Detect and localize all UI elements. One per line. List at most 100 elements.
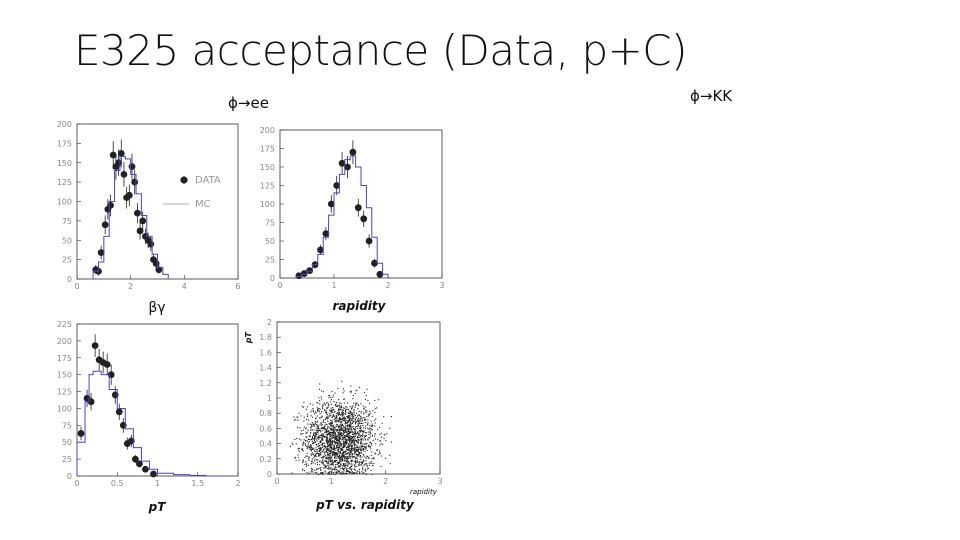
pt-vs-rapidity-scatter-point: [342, 388, 345, 390]
pt-data-point: [135, 460, 143, 468]
pt-vs-rapidity-scatter-point: [329, 473, 331, 475]
pt-vs-rapidity-scatter-point: [362, 430, 364, 432]
pt-vs-rapidity-scatter-point: [340, 422, 342, 424]
pt-vs-rapidity-scatter-point: [339, 465, 341, 467]
pt-vs-rapidity-scatter-point: [359, 419, 361, 421]
pt-vs-rapidity-scatter-point: [295, 459, 297, 461]
pt-vs-rapidity-scatter-point: [329, 409, 331, 411]
pt-vs-rapidity-scatter-point: [359, 434, 361, 436]
pt-vs-rapidity-scatter-point: [347, 460, 349, 462]
pt-vs-rapidity-scatter-point: [324, 470, 326, 472]
pt-vs-rapidity-scatter-point: [327, 433, 329, 435]
pt-vs-rapidity-scatter-point: [361, 463, 363, 465]
pt-data-point: [142, 465, 149, 473]
pt-vs-rapidity-scatter-point: [330, 449, 332, 451]
pt-vs-rapidity-scatter-point: [314, 425, 316, 427]
pt-vs-rapidity-scatter-point: [336, 405, 338, 407]
pt-vs-rapidity-scatter-point: [333, 447, 335, 449]
pt-vs-rapidity-scatter-point: [335, 471, 337, 473]
pt-vs-rapidity-scatter-point: [346, 439, 348, 441]
pt-vs-rapidity-scatter-point: [318, 447, 320, 450]
pt-vs-rapidity-scatter-point: [338, 465, 340, 467]
pt-vs-rapidity-scatter-point: [307, 447, 309, 449]
pt-vs-rapidity-scatter-point: [351, 441, 353, 443]
pt-vs-rapidity-scatter-point: [362, 422, 364, 424]
pt-vs-rapidity-scatter-point: [342, 455, 344, 457]
pt-vs-rapidity-scatter-point: [350, 469, 352, 471]
pt-vs-rapidity-scatter-point: [348, 448, 350, 450]
pt-vs-rapidity-scatter-point: [348, 419, 350, 421]
pt-vs-rapidity-scatter-point: [371, 473, 373, 475]
pt-vs-rapidity-scatter-point: [351, 445, 353, 448]
pt-vs-rapidity-scatter-point: [312, 453, 314, 455]
pt-vs-rapidity-scatter-point: [340, 408, 342, 410]
pt-vs-rapidity-scatter-point: [302, 432, 304, 435]
pt-vs-rapidity-scatter-point: [344, 436, 346, 438]
pt-vs-rapidity-scatter-point: [341, 460, 343, 462]
pt-vs-rapidity-scatter-point: [335, 439, 337, 441]
pt-vs-rapidity-scatter-point: [357, 425, 359, 427]
pt-vs-rapidity-scatter-point: [358, 423, 360, 425]
pt-vs-rapidity-scatter-point: [366, 449, 368, 451]
pt-vs-rapidity-scatter-point: [340, 424, 342, 426]
pt-vs-rapidity-scatter-point: [358, 470, 360, 472]
pt-vs-rapidity-scatter-point: [362, 439, 364, 441]
pt-vs-rapidity-scatter-point: [350, 437, 352, 439]
pt-vs-rapidity-scatter-point: [329, 434, 331, 436]
pt-vs-rapidity-scatter-point: [336, 438, 338, 440]
pt-vs-rapidity-scatter-point: [379, 444, 381, 446]
pt-vs-rapidity-scatter-point: [378, 399, 380, 401]
pt-vs-rapidity-scatter-point: [371, 429, 374, 431]
pt-vs-rapidity-scatter-point: [352, 440, 354, 442]
pt-vs-rapidity-scatter-point: [368, 457, 370, 459]
pt-vs-rapidity-scatter-point: [308, 445, 310, 447]
pt-vs-rapidity-scatter-point: [349, 456, 351, 458]
pt-vs-rapidity-scatter-point: [371, 435, 373, 437]
pt-vs-rapidity-scatter-point: [324, 404, 327, 406]
pt-vs-rapidity-scatter-point: [354, 419, 356, 421]
pt-vs-rapidity-scatter-point: [322, 460, 324, 462]
pt-vs-rapidity-scatter-point: [360, 437, 362, 439]
pt-vs-rapidity-scatter-point: [334, 411, 336, 413]
pt-vs-rapidity-scatter-point: [343, 437, 345, 439]
pt-vs-rapidity-scatter-point: [339, 437, 341, 439]
pt-vs-rapidity-scatter-point: [352, 449, 355, 451]
pt-vs-rapidity-scatter-point: [356, 449, 358, 452]
pt-vs-rapidity-scatter-point: [330, 439, 332, 441]
pt-vs-rapidity-scatter-point: [331, 422, 333, 425]
pt-vs-rapidity-scatter-point: [316, 471, 318, 473]
pt-vs-rapidity-scatter-point: [331, 459, 333, 461]
pt-vs-rapidity-scatter-point: [325, 435, 327, 437]
pt-vs-rapidity-scatter-point: [311, 440, 313, 442]
y-tick-label: 0: [267, 470, 272, 479]
pt-vs-rapidity-scatter-point: [338, 425, 341, 428]
pt-vs-rapidity-scatter-point: [314, 463, 316, 465]
pt-vs-rapidity-scatter-point: [349, 430, 351, 433]
pt-vs-rapidity-scatter-point: [347, 449, 349, 451]
pt-vs-rapidity-scatter-point: [349, 426, 351, 428]
pt-vs-rapidity-scatter-point: [327, 460, 329, 462]
pt-vs-rapidity-scatter-point: [350, 456, 352, 458]
pt-vs-rapidity-scatter-point: [348, 456, 350, 458]
pt-vs-rapidity-scatter-point: [332, 414, 334, 416]
pt-vs-rapidity-scatter-point: [346, 459, 348, 461]
pt-vs-rapidity-scatter-point: [358, 461, 360, 463]
pt-vs-rapidity-scatter-point: [331, 419, 333, 421]
pt-vs-rapidity-scatter-point: [356, 441, 358, 443]
pt-vs-rapidity-scatter-point: [389, 427, 391, 429]
pt-vs-rapidity-scatter-point: [361, 435, 363, 438]
pt-vs-rapidity-scatter-point: [351, 454, 353, 456]
pt-vs-rapidity-scatter-point: [314, 437, 316, 439]
pt-vs-rapidity-scatter-point: [310, 463, 312, 465]
pt-vs-rapidity-scatter-point: [370, 425, 372, 427]
pt-vs-rapidity-scatter-point: [368, 464, 370, 466]
pt-vs-rapidity-scatter-point: [338, 465, 340, 467]
pt-vs-rapidity-scatter-point: [364, 427, 367, 429]
pt-vs-rapidity-scatter-point: [324, 447, 326, 449]
pt-vs-rapidity-scatter-point: [335, 447, 337, 449]
pt-vs-rapidity-scatter-point: [315, 444, 317, 446]
pt-vs-rapidity-scatter-point: [331, 468, 333, 470]
pt-data-point: [91, 342, 99, 350]
pt-vs-rapidity-scatter-point: [321, 435, 323, 437]
pt-vs-rapidity-scatter-point: [354, 426, 357, 428]
